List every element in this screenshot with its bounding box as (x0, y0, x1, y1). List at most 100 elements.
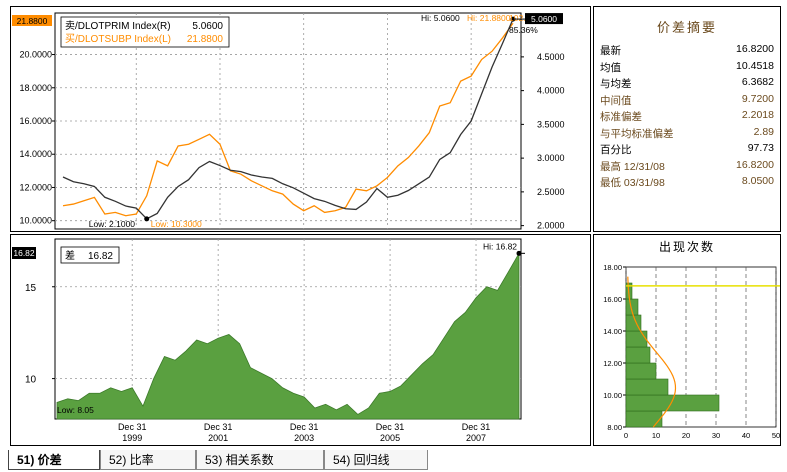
low-label: Low: 8.05 (57, 405, 94, 415)
price-chart-panel: 20.0000 18.0000 16.0000 14.0000 12.0000 10.00… (10, 6, 591, 232)
price-line-chart: 20.0000 18.0000 16.0000 14.0000 12.0000 10.00… (12, 12, 565, 231)
left-tick-label: 12.0000 (19, 182, 52, 192)
x-tick-year: 2001 (208, 433, 228, 443)
summary-row: 与均差 6.3682 (600, 76, 774, 92)
summary-title: 价差摘要 (656, 20, 717, 35)
summary-row: 与平均标准偏差 2.89 (600, 126, 774, 142)
x-tick-year: 2003 (294, 433, 314, 443)
plot-area (54, 12, 522, 230)
left-tick-label: 18.0000 (19, 83, 52, 93)
summary-row-label: 均值 (600, 61, 621, 74)
right-tick-label: 4.5000 (537, 52, 565, 62)
y-tick-label: 18.00 (603, 263, 622, 272)
summary-row-label: 与平均标准偏差 (600, 127, 674, 140)
x-tick-label: Dec 31 (290, 422, 319, 432)
y-tick-label: 12.00 (603, 359, 622, 368)
summary-row: 标准偏差 2.2018 (600, 109, 774, 125)
summary-row-value: 97.73 (747, 142, 774, 154)
x-tick-label: 10 (652, 431, 660, 440)
tab-51[interactable]: 51) 价差 (8, 450, 100, 470)
y-tick-label: 10 (25, 375, 37, 386)
low-label-orange: Low: 10.3000 (151, 219, 202, 229)
legend-sell-label: 卖/DLOTPRIM Index(R) (65, 20, 171, 32)
legend-label: 差 (65, 249, 75, 262)
summary-row: 最新 16.8200 (600, 43, 774, 59)
tab-54[interactable]: 54) 回归线 (324, 450, 428, 470)
x-tick-label: 50 (772, 431, 780, 440)
histogram-bar (625, 378, 669, 396)
right-tick-label: 4.0000 (537, 86, 565, 96)
x-tick-label: Dec 31 (462, 422, 491, 432)
x-tick-label: Dec 31 (204, 422, 233, 432)
current-value: 16.82 (13, 248, 35, 258)
summary-row: 均值 10.4518 (600, 60, 774, 76)
summary-row-value: 2.2018 (741, 109, 774, 121)
summary-row-label: 最高 12/31/08 (600, 160, 665, 173)
summary-panel: 价差摘要 最新 16.8200 均值 10.4518 与均差 6.3682 中间值 9.720… (593, 6, 781, 232)
summary-row-label: 最低 03/31/98 (600, 177, 665, 189)
dlotprim-line (62, 18, 514, 220)
left-current-tag (12, 15, 52, 26)
legend-box (60, 246, 120, 264)
summary-row-value: 10.4518 (736, 59, 774, 72)
right-tick-label: 2.0000 (537, 221, 565, 231)
x-tick-year: 1999 (122, 433, 142, 443)
right-current-value: 5.0600 (531, 14, 557, 24)
histogram-title: 出现次数 (659, 239, 715, 254)
histogram-bar (625, 394, 720, 412)
y-tick-label: 15 (25, 283, 37, 294)
legend-value: 16.82 (88, 251, 113, 262)
left-tick-label: 16.0000 (19, 116, 52, 126)
dlotsubp-line (62, 22, 514, 217)
summary-row-label: 标准偏差 (600, 111, 642, 123)
summary-row-label: 与均差 (600, 78, 632, 90)
spread-area (56, 251, 520, 420)
histogram-chart: 出现次数 18.00 16.00 14.00 12.00 10.00 8.000 10 20 30… (603, 239, 780, 440)
legend-box (60, 16, 230, 48)
x-tick-label: 30 (712, 431, 720, 440)
summary-row-value: 2.89 (753, 125, 774, 138)
hi-label-black: Hi: 5.0600 (421, 13, 460, 23)
legend-buy-value: 21.8800 (187, 34, 224, 45)
y-tick-label: 16.00 (603, 295, 622, 304)
tab-53[interactable]: 53) 相关系数 (196, 450, 324, 470)
histogram-bar (625, 346, 651, 364)
x-tick-year: 2007 (466, 433, 486, 443)
current-tag (12, 247, 36, 259)
summary-row: 百分比 97.73 (600, 142, 774, 158)
summary-row: 最高 12/31/08 16.8200 (600, 159, 774, 175)
low-marker-black (144, 216, 150, 222)
left-tick-label: 20.0000 (19, 50, 52, 60)
tab-52[interactable]: 52) 比率 (100, 450, 196, 470)
hi-pct-label-2: 85.36% (509, 25, 538, 35)
summary-row-label: 最新 (600, 45, 621, 57)
histogram-panel: 出现次数 18.00 16.00 14.00 12.00 10.00 8.00 0 10 20 30… (593, 234, 781, 446)
right-tick-label: 3.0000 (537, 153, 565, 163)
summary-row-value: 8.0500 (741, 175, 774, 187)
right-tick-label: 3.5000 (537, 119, 565, 129)
normal-curve (627, 276, 677, 428)
right-tick-label: 2.5000 (537, 187, 565, 197)
spread-chart-panel: 15 10 Dec 31 1999 Dec 31 2001 Dec 31 2003 Dec 31… (10, 234, 591, 446)
histogram-bar (625, 410, 663, 428)
summary-row-label: 百分比 (600, 144, 632, 156)
legend-buy-label: 买/DLOTSUBP Index(L) (65, 33, 171, 45)
x-tick-label: Dec 31 (118, 422, 147, 432)
histogram-bar (625, 362, 657, 380)
summary-row-value: 16.8200 (736, 43, 774, 55)
hi-label: Hi: 16.82 (483, 241, 517, 251)
x-tick-year: 2005 (380, 433, 400, 443)
histogram-bar (625, 330, 648, 348)
legend-sell-value: 5.0600 (192, 21, 223, 32)
summary-row-value: 16.8200 (736, 158, 774, 171)
right-current-tag (525, 13, 563, 25)
tab-bar: 51) 价差 52) 比率 53) 相关系数 54) 回归线 (0, 448, 787, 472)
left-tick-label: 14.0000 (19, 149, 52, 159)
y-tick-label: 14.00 (603, 327, 622, 336)
y-tick-label: 8.00 (607, 423, 622, 432)
x-tick-label: 40 (742, 431, 750, 440)
summary-row-value: 9.7200 (741, 92, 774, 105)
y-tick-label: 10.00 (603, 391, 622, 400)
summary-row-value: 6.3682 (741, 76, 774, 88)
